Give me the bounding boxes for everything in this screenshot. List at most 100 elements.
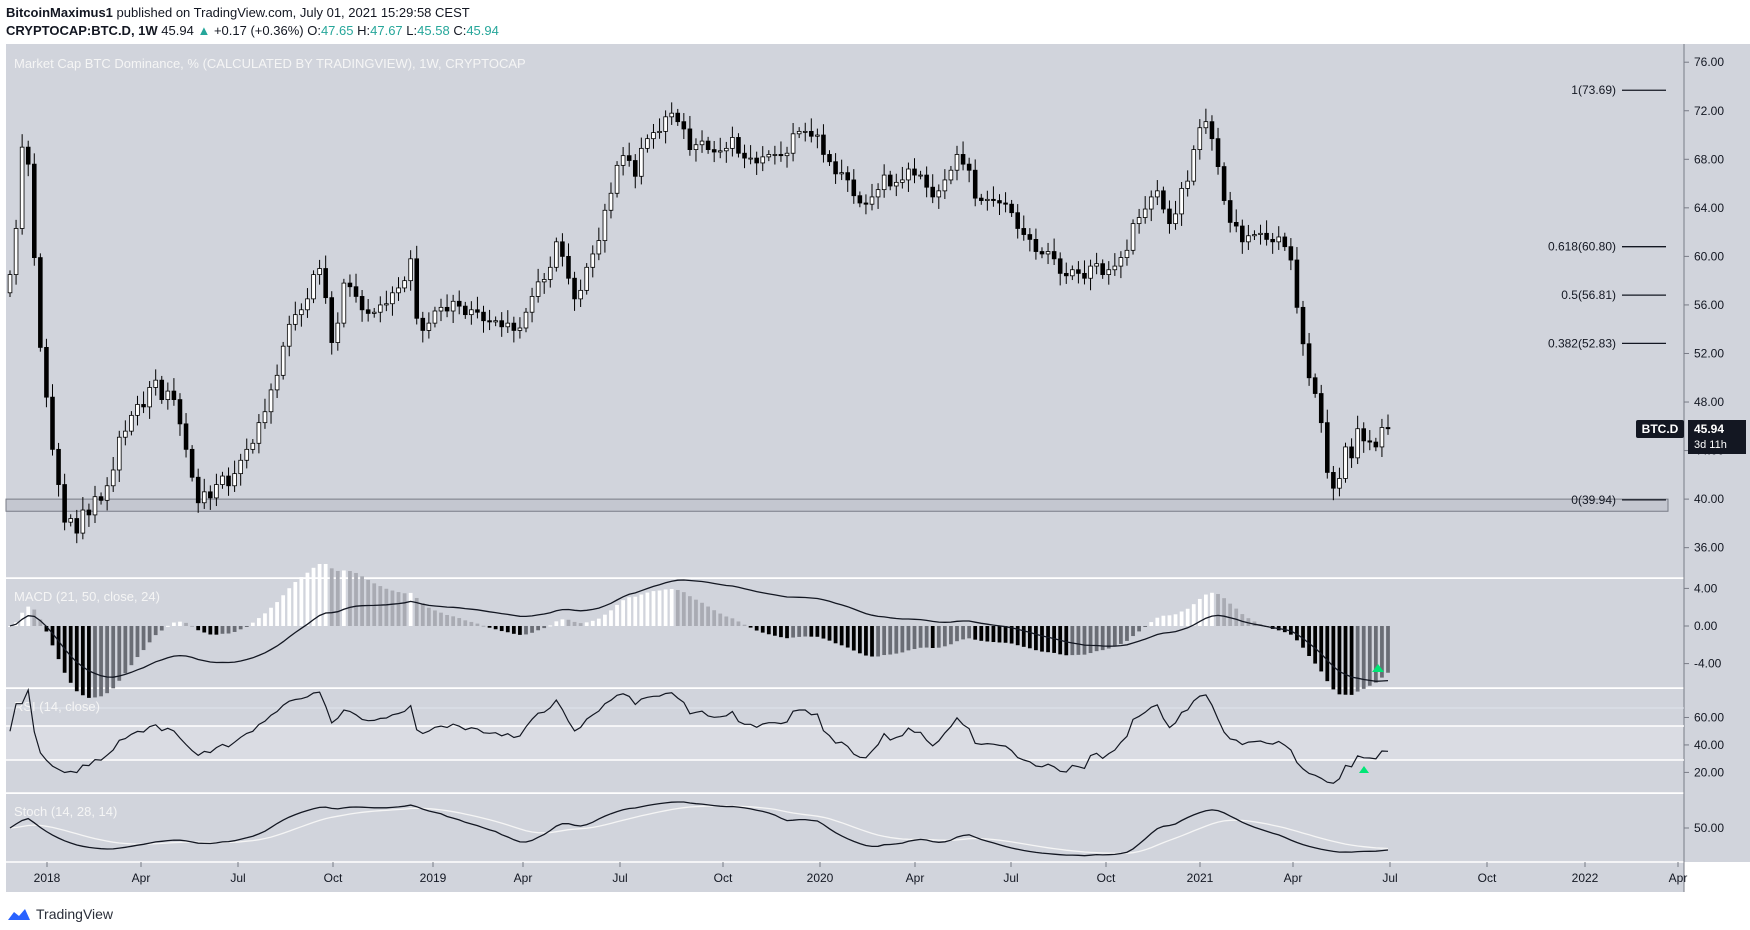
candle (317, 268, 322, 275)
macd-histogram-bar (985, 626, 990, 642)
macd-histogram-bar (961, 626, 965, 640)
time-tick-label: Jul (230, 871, 245, 885)
macd-histogram-bar (439, 612, 443, 626)
candle (766, 154, 772, 158)
candle (56, 448, 61, 485)
candle (226, 475, 231, 487)
time-tick-label: Oct (1478, 871, 1497, 885)
candle (475, 309, 480, 313)
price-axis-ticks: 76.00 72.00 68.00 64.00 60.00 56.00 52.00 48.00… (1684, 55, 1724, 555)
macd-histogram-bar (694, 599, 698, 626)
macd-histogram-bar (1143, 626, 1148, 627)
macd-histogram-bar (888, 626, 893, 655)
macd-histogram-bar (973, 626, 978, 640)
macd-histogram-bar (548, 625, 553, 627)
candle (1039, 251, 1045, 255)
candle (201, 491, 207, 504)
candle (584, 266, 589, 291)
candle (1051, 251, 1057, 260)
candle (614, 164, 620, 194)
candle (171, 390, 177, 400)
candle (572, 277, 577, 300)
macd-histogram-bar (809, 626, 814, 637)
candle (602, 209, 608, 242)
candle (305, 298, 310, 311)
macd-histogram-bar (56, 626, 61, 660)
macd-line (9, 579, 1389, 682)
macd-histogram-bar (299, 577, 304, 626)
candle (183, 423, 189, 450)
candle (705, 140, 711, 150)
macd-histogram-bar (159, 626, 164, 631)
macd-histogram-bar (451, 616, 456, 626)
chart-area[interactable]: Market Cap BTC Dominance, % (CALCULATED … (0, 44, 1750, 900)
candle (25, 146, 31, 165)
macd-pane[interactable] (6, 579, 1684, 688)
candle (365, 309, 371, 314)
macd-histogram-bar (408, 592, 413, 626)
candle (1033, 238, 1039, 252)
macd-histogram-bar (1204, 594, 1208, 626)
author-name[interactable]: BitcoinMaximus1 (6, 5, 113, 20)
macd-histogram-bar (779, 626, 783, 638)
candle (1221, 166, 1227, 201)
candle (104, 485, 110, 501)
candle (92, 496, 98, 516)
rsi-indicator: 60.00 40.00 20.00 (9, 687, 1724, 784)
candle (1252, 234, 1257, 237)
candle (1203, 121, 1209, 129)
macd-label: MACD (21, 50, close, 24) (14, 589, 160, 604)
candle (511, 322, 517, 331)
candle (821, 134, 826, 155)
candle (845, 172, 851, 181)
time-tick-label: Apr (1284, 871, 1303, 885)
candle (1227, 200, 1233, 223)
macd-histogram-bar (1155, 617, 1160, 626)
candle (833, 161, 838, 175)
time-tick-label: Oct (714, 871, 733, 885)
macd-histogram-bar (839, 626, 844, 646)
candle (1343, 446, 1348, 479)
symbol-label[interactable]: CRYPTOCAP:BTC.D, 1W (6, 23, 158, 38)
candle (129, 414, 134, 432)
candle (1124, 249, 1130, 258)
macd-histogram-bar (323, 563, 328, 626)
stoch-pane[interactable] (6, 794, 1684, 862)
candle (1215, 138, 1221, 167)
candle (13, 228, 19, 275)
price-pane[interactable] (6, 44, 1684, 578)
macd-histogram-bar (269, 607, 273, 626)
macd-histogram-bar (202, 626, 207, 633)
candle (177, 399, 183, 425)
macd-histogram-bar (220, 626, 225, 634)
candle (535, 281, 541, 297)
time-axis-ticks: 2018 Apr Jul Oct 2019 Apr Jul Oct 2020 Apr Jul Oct 2… (34, 862, 1687, 885)
macd-histogram-bar (651, 591, 656, 626)
candle (687, 128, 693, 150)
macd-histogram-bar (827, 626, 832, 641)
macd-histogram-bar (129, 626, 134, 666)
time-axis[interactable] (6, 862, 1684, 892)
macd-histogram-bar (1301, 626, 1305, 648)
candle (311, 274, 316, 300)
macd-histogram-bar (111, 626, 116, 689)
candle (268, 389, 274, 413)
price-tick-label: 76.00 (1694, 55, 1724, 69)
candle (323, 268, 328, 299)
candle (657, 130, 662, 133)
macd-histogram-bar (426, 607, 431, 626)
candle (456, 300, 462, 307)
macd-histogram-bar (991, 626, 996, 643)
macd-histogram-bar (639, 594, 644, 626)
macd-histogram-bar (1337, 626, 1342, 695)
time-tick-label: 2021 (1187, 871, 1214, 885)
publish-line: BitcoinMaximus1 published on TradingView… (6, 5, 470, 20)
macd-histogram-bar (311, 567, 316, 626)
candle (742, 152, 747, 159)
rsi-band (6, 726, 1684, 760)
tradingview-logo[interactable]: TradingView (6, 906, 113, 922)
macd-histogram-bar (420, 603, 425, 626)
candle (1076, 269, 1081, 274)
candle (1142, 208, 1148, 218)
time-tick-label: 2022 (1572, 871, 1599, 885)
